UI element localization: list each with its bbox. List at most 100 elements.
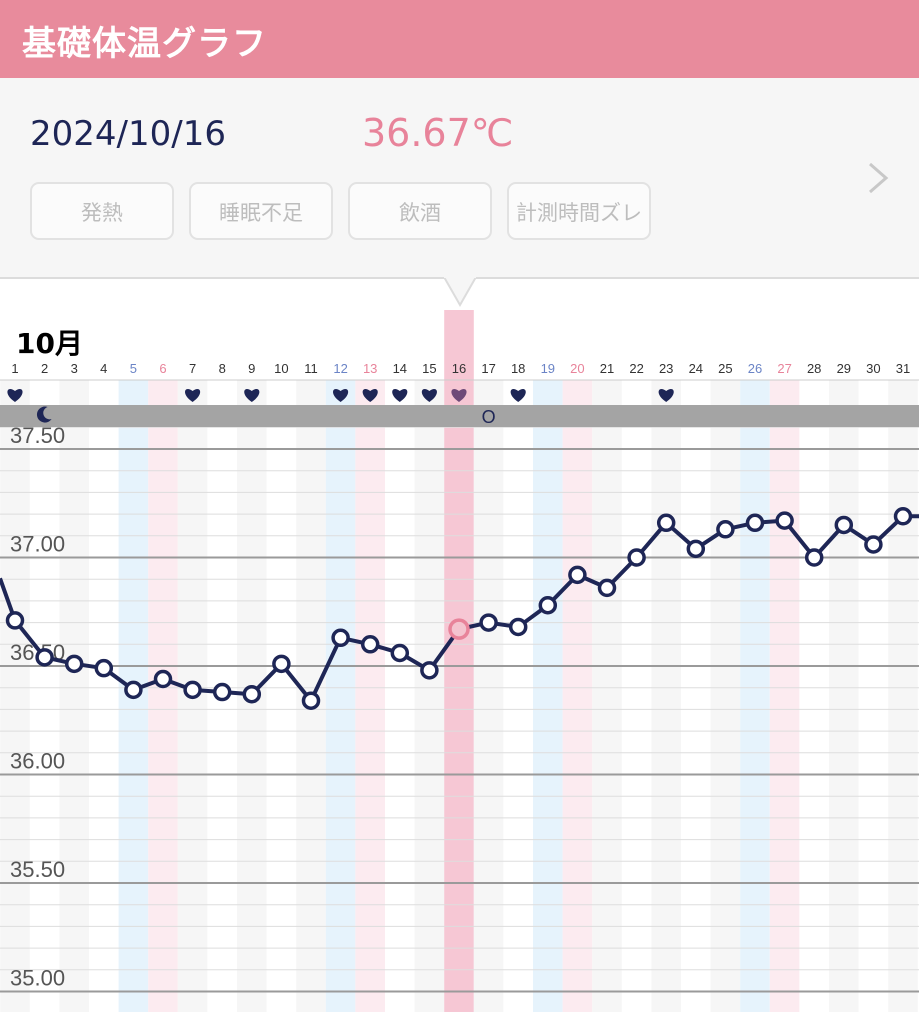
day-column-13[interactable] bbox=[355, 380, 385, 1012]
temperature-chart[interactable]: 1 2 3 4 5 6 7 8 9 10 11 12 13 14 15 16 17 18 19 20 21 22 23 24 2… bbox=[0, 300, 919, 1024]
data-point[interactable] bbox=[301, 691, 321, 710]
day-tick-label: 21 bbox=[600, 361, 614, 376]
data-point[interactable] bbox=[35, 648, 54, 667]
data-point[interactable] bbox=[479, 613, 498, 632]
selected-data-point[interactable] bbox=[448, 618, 470, 640]
month-label: 10月 bbox=[16, 327, 83, 360]
day-column-27[interactable] bbox=[769, 380, 800, 1012]
day-tick-label: 31 bbox=[896, 361, 910, 376]
data-point[interactable] bbox=[94, 658, 114, 678]
day-tick-label: 7 bbox=[189, 361, 196, 376]
data-point[interactable] bbox=[864, 535, 883, 554]
tag-drinking-button[interactable]: 飲酒 bbox=[348, 182, 492, 240]
day-tick-label: 14 bbox=[393, 361, 407, 376]
heart-icon bbox=[392, 389, 408, 402]
heart-icon bbox=[333, 389, 349, 402]
day-column-23[interactable] bbox=[651, 380, 681, 1012]
day-tick-label: 2 bbox=[41, 361, 48, 376]
data-point[interactable] bbox=[627, 548, 646, 567]
day-tick-label: 24 bbox=[689, 361, 703, 376]
app-header: 基礎体温グラフ bbox=[0, 0, 919, 78]
day-column-26[interactable] bbox=[740, 380, 770, 1012]
y-tick-label: 37.00 bbox=[10, 532, 65, 557]
data-point[interactable] bbox=[775, 511, 794, 530]
day-column-20[interactable] bbox=[562, 380, 593, 1012]
chevron-right-icon[interactable] bbox=[864, 158, 894, 198]
data-point[interactable] bbox=[242, 684, 262, 704]
day-tick-label: 27 bbox=[777, 361, 791, 376]
day-tick-label: 8 bbox=[219, 361, 226, 376]
day-column-22[interactable] bbox=[621, 380, 652, 1012]
day-column-30[interactable] bbox=[858, 380, 889, 1012]
day-tick-label: 5 bbox=[130, 361, 137, 376]
day-column-25[interactable] bbox=[710, 380, 741, 1012]
data-point[interactable] bbox=[686, 539, 706, 559]
data-point[interactable] bbox=[834, 515, 854, 535]
day-column-28[interactable] bbox=[799, 380, 829, 1012]
day-tick-label: 13 bbox=[363, 361, 377, 376]
data-point[interactable] bbox=[508, 617, 528, 637]
day-tick-label: 9 bbox=[248, 361, 255, 376]
data-point[interactable] bbox=[64, 654, 84, 674]
selected-date: 2024/10/16 bbox=[30, 114, 226, 154]
day-column-24[interactable] bbox=[681, 380, 711, 1012]
day-tick-label: 17 bbox=[481, 361, 495, 376]
data-point[interactable] bbox=[360, 635, 380, 654]
data-point[interactable] bbox=[272, 654, 291, 674]
day-tick-label: 6 bbox=[159, 361, 166, 376]
day-column-1[interactable] bbox=[0, 380, 30, 1012]
day-column-15[interactable] bbox=[414, 380, 445, 1012]
day-tick-label: 16 bbox=[452, 361, 466, 376]
data-point[interactable] bbox=[656, 513, 676, 533]
day-column-31[interactable] bbox=[888, 380, 918, 1012]
day-column-6[interactable] bbox=[148, 380, 178, 1012]
day-column-19[interactable] bbox=[533, 380, 563, 1012]
heart-icon bbox=[658, 389, 674, 402]
data-point[interactable] bbox=[597, 578, 617, 598]
y-tick-label: 37.50 bbox=[10, 423, 65, 448]
day-tick-label: 10 bbox=[274, 361, 288, 376]
data-point[interactable] bbox=[420, 661, 439, 680]
day-column-17[interactable] bbox=[473, 380, 504, 1012]
day-column-12[interactable] bbox=[325, 380, 356, 1012]
day-tick-label: 30 bbox=[866, 361, 880, 376]
heart-icon bbox=[510, 389, 526, 402]
data-point[interactable] bbox=[212, 682, 232, 702]
day-column-21[interactable] bbox=[592, 380, 622, 1012]
data-point[interactable] bbox=[568, 565, 587, 585]
day-tick-label: 3 bbox=[71, 361, 78, 376]
day-tick-label: 26 bbox=[748, 361, 762, 376]
selected-temperature: 36.67℃ bbox=[362, 111, 514, 155]
data-point[interactable] bbox=[804, 548, 824, 567]
day-column-14[interactable] bbox=[385, 380, 415, 1012]
ovulation-marker: O bbox=[482, 407, 496, 427]
y-tick-label: 36.00 bbox=[10, 749, 65, 774]
data-point[interactable] bbox=[893, 507, 913, 526]
day-column-18[interactable] bbox=[503, 380, 533, 1012]
data-point[interactable] bbox=[331, 628, 350, 648]
data-point[interactable] bbox=[716, 520, 735, 539]
day-tick-label: 29 bbox=[837, 361, 851, 376]
heart-icon bbox=[7, 389, 23, 402]
selected-day-highlight bbox=[444, 310, 474, 380]
day-column-4[interactable] bbox=[89, 380, 119, 1012]
tag-sleep-deprivation-button[interactable]: 睡眠不足 bbox=[189, 182, 333, 240]
data-point[interactable] bbox=[390, 643, 410, 663]
day-column-2[interactable] bbox=[29, 380, 60, 1012]
heart-icon bbox=[244, 389, 260, 402]
data-point[interactable] bbox=[5, 611, 25, 630]
data-point[interactable] bbox=[153, 669, 173, 689]
tag-fever-button[interactable]: 発熱 bbox=[30, 182, 174, 240]
tag-measurement-time-shift-button[interactable]: 計測時間ズレ bbox=[507, 182, 651, 240]
day-column-29[interactable] bbox=[829, 380, 859, 1012]
data-point[interactable] bbox=[124, 680, 143, 700]
heart-icon bbox=[421, 389, 437, 402]
moon-icon bbox=[36, 406, 52, 423]
day-column-10[interactable] bbox=[266, 380, 297, 1012]
data-point[interactable] bbox=[538, 595, 558, 615]
data-point[interactable] bbox=[745, 513, 765, 533]
y-tick-label: 35.00 bbox=[10, 966, 65, 991]
data-point[interactable] bbox=[183, 680, 202, 700]
day-column-16[interactable] bbox=[444, 380, 474, 1012]
day-column-3[interactable] bbox=[59, 380, 89, 1012]
